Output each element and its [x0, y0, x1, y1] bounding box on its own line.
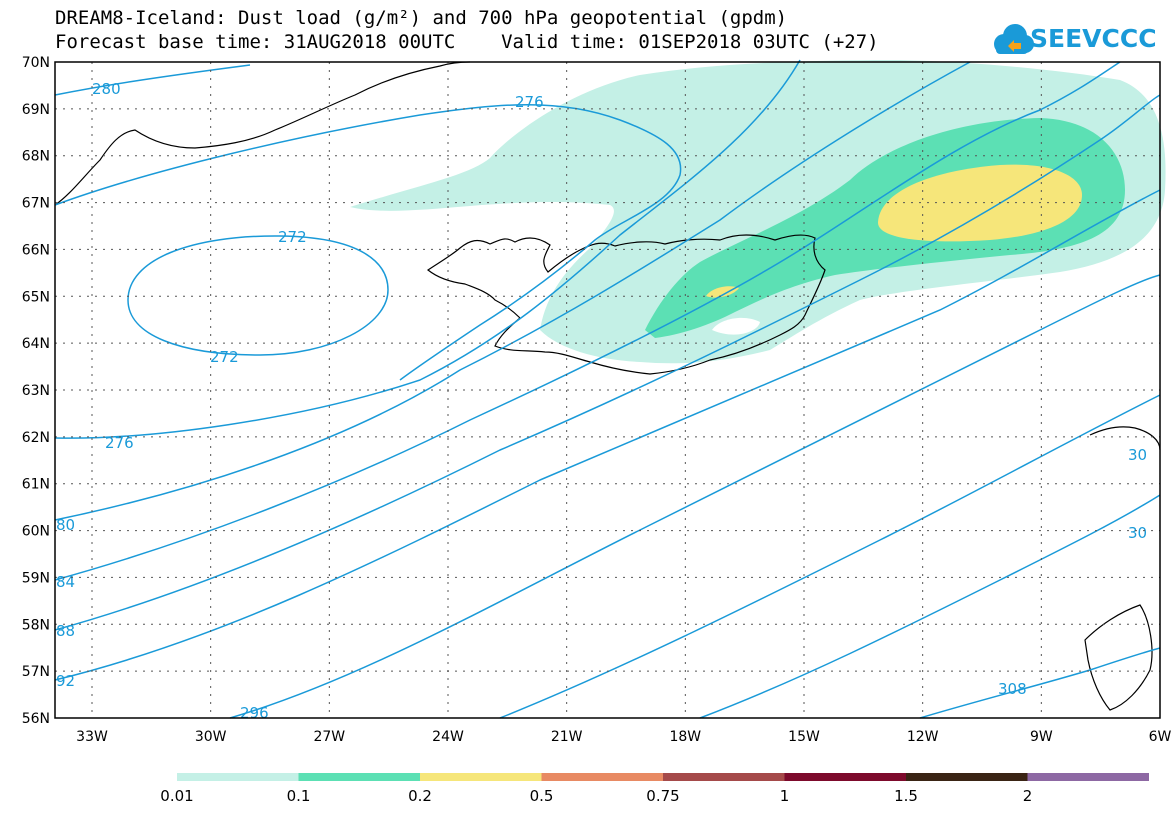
latitude-labels: 70N 69N 68N 67N 66N 65N 64N 63N 62N 61N 60N 59N 58N 5…	[22, 55, 50, 727]
contour-272-ring	[127, 235, 389, 356]
contour-276-mid	[54, 59, 801, 439]
contour-label-280: 80	[56, 516, 75, 534]
latitude-label: 60N	[22, 524, 50, 540]
contour-300	[499, 394, 1161, 719]
latitude-label: 64N	[22, 336, 50, 352]
forecast-times: Forecast base time: 31AUG2018 00UTC Vali…	[55, 31, 879, 53]
contour-label-272: 272	[210, 348, 239, 366]
legend-label: 0.1	[287, 787, 311, 805]
latitude-label: 70N	[22, 55, 50, 71]
legend-swatch	[541, 773, 663, 781]
contour-label-280: 280	[92, 80, 121, 98]
dust-clear-patch	[712, 317, 760, 335]
legend-label: 0.5	[530, 787, 554, 805]
latitude-label: 62N	[22, 430, 50, 446]
latitude-label: 67N	[22, 196, 50, 212]
latitude-label: 59N	[22, 570, 50, 586]
cloud-logo-icon	[994, 24, 1034, 54]
iceland-coastline	[426, 234, 826, 375]
geopotential-contours	[54, 59, 1161, 719]
contour-label-288: 88	[56, 622, 75, 640]
contour-284	[54, 61, 1121, 581]
legend-swatch	[1027, 773, 1149, 781]
latitude-label: 56N	[22, 711, 50, 727]
contour-labels: 280 276 272 272 276 80 84 88 92 296 308 …	[56, 80, 1147, 722]
latitude-label: 69N	[22, 102, 50, 118]
contour-label-284: 84	[56, 573, 75, 591]
contour-label-300: 30	[1128, 446, 1147, 464]
latitude-label: 68N	[22, 149, 50, 165]
longitude-label: 9W	[1030, 729, 1053, 745]
latitude-label: 58N	[22, 617, 50, 633]
legend-label: 1	[780, 787, 790, 805]
contour-276-top	[54, 104, 682, 381]
dust-shading	[350, 60, 1166, 364]
longitude-label: 6W	[1149, 729, 1172, 745]
legend-swatch	[906, 773, 1028, 781]
latitude-label: 65N	[22, 289, 50, 305]
legend-swatch	[298, 773, 420, 781]
map-title: DREAM8-Iceland: Dust load (g/m²) and 700…	[55, 7, 788, 29]
contour-label-300: 30	[1128, 524, 1147, 542]
longitude-label: 18W	[669, 729, 701, 745]
greenland-coastline	[54, 61, 471, 206]
color-legend: 0.01 0.1 0.2 0.5 0.75 1 1.5 2	[160, 773, 1149, 805]
latitude-label: 57N	[22, 664, 50, 680]
contour-label-276: 276	[515, 93, 544, 111]
contour-label-272: 272	[278, 228, 307, 246]
longitude-labels: 33W 30W 27W 24W 21W 18W 15W 12W 9W 6W	[76, 729, 1171, 745]
longitude-label: 21W	[551, 729, 583, 745]
scotland-coastline-upper	[1089, 426, 1161, 451]
legend-swatch	[420, 773, 542, 781]
logo-text: SEEVCCC	[1030, 24, 1157, 53]
contour-label-292: 92	[56, 672, 75, 690]
legend-swatch	[177, 773, 299, 781]
legend-label: 2	[1023, 787, 1033, 805]
contour-296	[229, 274, 1161, 719]
contour-304	[699, 494, 1161, 719]
map-frame	[54, 61, 1161, 719]
longitude-label: 15W	[788, 729, 820, 745]
latitude-label: 61N	[22, 477, 50, 493]
graticule	[55, 62, 1160, 718]
longitude-label: 24W	[432, 729, 464, 745]
contour-288	[54, 94, 1161, 631]
longitude-label: 27W	[313, 729, 345, 745]
legend-label: 0.01	[160, 787, 193, 805]
contour-280-top	[54, 64, 251, 96]
longitude-label: 30W	[195, 729, 227, 745]
legend-label: 1.5	[894, 787, 918, 805]
contour-label-308: 308	[998, 680, 1027, 698]
scotland-coastline-lower	[1084, 604, 1153, 711]
contour-308	[919, 647, 1161, 719]
contour-280	[54, 61, 971, 521]
longitude-label: 33W	[76, 729, 108, 745]
contour-label-296: 296	[240, 704, 269, 722]
contour-label-276: 276	[105, 434, 134, 452]
contour-292	[54, 189, 1161, 681]
legend-label: 0.75	[646, 787, 679, 805]
latitude-label: 63N	[22, 383, 50, 399]
legend-swatch	[663, 773, 785, 781]
longitude-label: 12W	[907, 729, 939, 745]
legend-swatch	[784, 773, 906, 781]
legend-label: 0.2	[408, 787, 432, 805]
latitude-label: 66N	[22, 242, 50, 258]
dust-area-0.2-small	[706, 286, 739, 298]
